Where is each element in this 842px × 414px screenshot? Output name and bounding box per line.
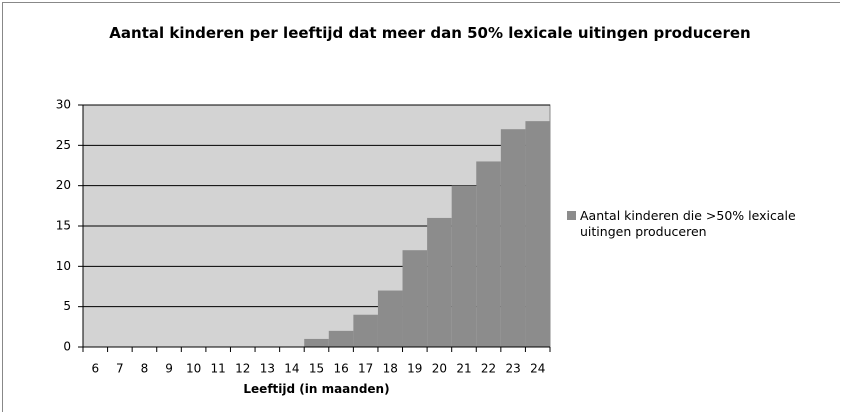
- bar: [451, 185, 477, 347]
- x-tick-label: 19: [407, 362, 422, 376]
- bar: [476, 161, 501, 347]
- x-axis-label: Leeftijd (in maanden): [243, 382, 390, 396]
- y-tick-label: 0: [63, 340, 71, 354]
- x-tick-label: 12: [235, 362, 250, 376]
- x-tick-label: 8: [141, 362, 149, 376]
- legend-key: [567, 211, 576, 220]
- y-tick-label: 15: [56, 219, 71, 233]
- bar: [304, 338, 329, 347]
- x-tick-label: 9: [165, 362, 173, 376]
- legend-label: Aantal kinderen die >50% lexicale uiting…: [580, 208, 796, 239]
- chart-title: Aantal kinderen per leeftijd dat meer da…: [109, 24, 751, 42]
- x-tick-label: 7: [116, 362, 124, 376]
- x-tick-label: 18: [383, 362, 398, 376]
- x-tick-label: 10: [186, 362, 201, 376]
- x-tick-label: 15: [309, 362, 324, 376]
- x-tick-label: 17: [358, 362, 373, 376]
- x-tick-label: 13: [260, 362, 275, 376]
- y-tick-label: 10: [56, 259, 71, 273]
- y-tick-label: 30: [56, 98, 71, 112]
- x-tick-label: 21: [456, 362, 471, 376]
- x-tick-label: 14: [284, 362, 299, 376]
- bar: [328, 330, 354, 347]
- x-tick-label: 20: [432, 362, 447, 376]
- bar: [525, 121, 550, 347]
- bar: [427, 217, 452, 347]
- bar: [353, 314, 378, 347]
- x-tick-label: 11: [211, 362, 226, 376]
- y-tick-label: 25: [56, 138, 71, 152]
- x-tick-label: 23: [505, 362, 520, 376]
- bar: [402, 250, 428, 347]
- x-tick-label: 22: [481, 362, 496, 376]
- x-tick-label: 6: [91, 362, 99, 376]
- x-tick-label: 24: [530, 362, 545, 376]
- y-tick-label: 20: [56, 178, 71, 192]
- x-tick-label: 16: [333, 362, 348, 376]
- bar: [377, 290, 403, 347]
- y-tick-label: 5: [63, 299, 71, 313]
- bar: [500, 129, 526, 347]
